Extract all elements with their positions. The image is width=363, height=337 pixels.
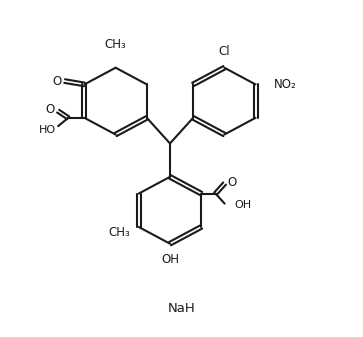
Text: HO: HO bbox=[39, 125, 56, 134]
Text: Cl: Cl bbox=[219, 45, 230, 58]
Text: CH₃: CH₃ bbox=[105, 38, 126, 51]
Text: CH₃: CH₃ bbox=[108, 225, 130, 239]
Text: OH: OH bbox=[161, 253, 179, 266]
Text: OH: OH bbox=[234, 200, 252, 210]
Text: O: O bbox=[52, 74, 61, 88]
Text: O: O bbox=[46, 103, 55, 116]
Text: NO₂: NO₂ bbox=[274, 78, 296, 91]
Text: O: O bbox=[227, 176, 236, 189]
Text: NaH: NaH bbox=[168, 302, 195, 315]
